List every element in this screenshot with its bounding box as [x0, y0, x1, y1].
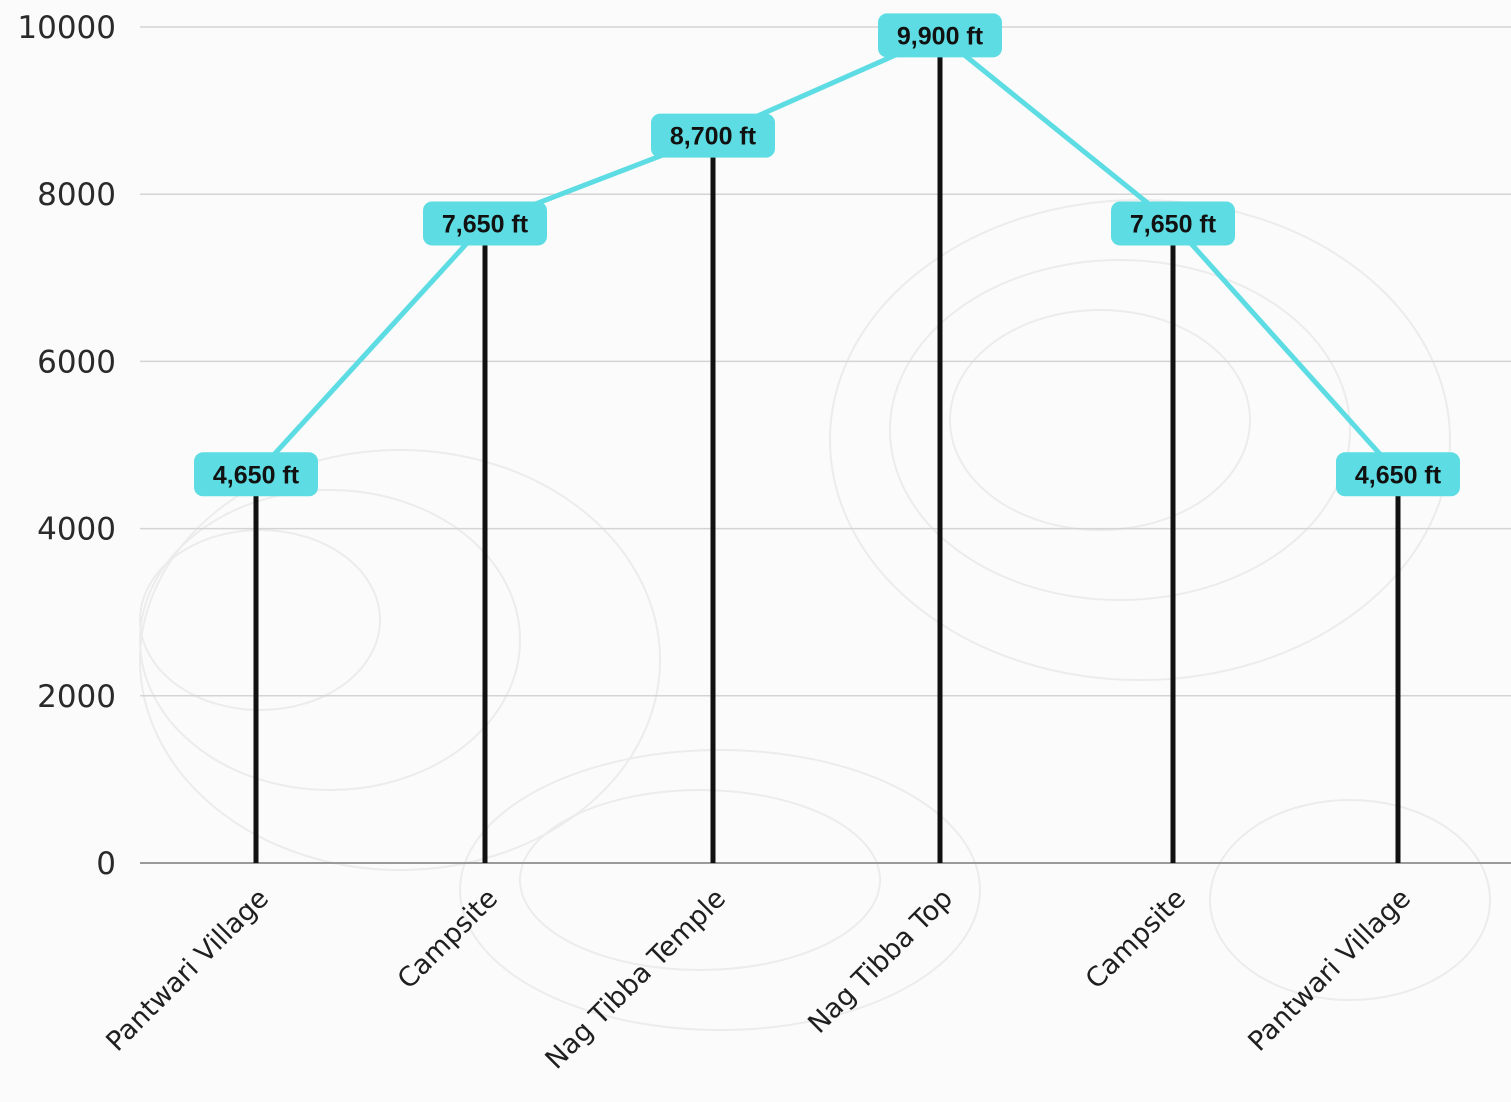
data-label: 7,650 ft: [1111, 201, 1235, 246]
data-label: 4,650 ft: [194, 452, 318, 497]
stems: [253, 35, 1401, 863]
data-label: 8,700 ft: [651, 113, 775, 158]
x-axis-ticks: Pantwari Village Campsite Nag Tibba Temple…: [100, 883, 1417, 1075]
data-label: 7,650 ft: [423, 201, 547, 246]
data-label-text: 4,650 ft: [213, 461, 300, 489]
topographic-background: [139, 199, 1491, 1031]
data-label-badge: [194, 452, 318, 497]
data-label-text: 7,650 ft: [442, 210, 529, 238]
y-tick-label: 8000: [37, 177, 116, 213]
contour-line: [139, 529, 381, 711]
y-axis-ticks: 0 2000 4000 6000 8000 10000: [17, 10, 116, 882]
y-tick-label: 10000: [17, 10, 116, 46]
data-label-text: 4,650 ft: [1355, 461, 1442, 489]
data-label: 4,650 ft: [1336, 452, 1460, 497]
data-label-badge: [878, 13, 1002, 58]
y-tick-label: 0: [96, 846, 116, 882]
x-tick-label: Nag Tibba Temple: [540, 883, 732, 1075]
x-tick-label: Campsite: [392, 883, 504, 995]
contour-line: [459, 749, 981, 1031]
contour-line: [519, 789, 881, 971]
contour-line: [949, 309, 1251, 531]
x-tick-label: Nag Tibba Top: [802, 883, 959, 1040]
y-tick-label: 6000: [37, 344, 116, 380]
contour-line: [139, 489, 521, 791]
y-tick-label: 2000: [37, 679, 116, 715]
y-tick-label: 4000: [37, 512, 116, 548]
grid-lines: [140, 26, 1511, 864]
x-tick-label: Campsite: [1080, 883, 1192, 995]
data-label: 9,900 ft: [878, 13, 1002, 58]
data-label-text: 9,900 ft: [897, 22, 984, 50]
series-line-group: [254, 32, 1400, 476]
data-labels: 4,650 ft 7,650 ft 8,700 ft 9,900 ft 7,650 ft…: [194, 13, 1460, 497]
data-label-text: 7,650 ft: [1130, 210, 1217, 238]
contour-line: [829, 199, 1451, 681]
series-line: [254, 32, 1400, 476]
contour-line: [889, 259, 1351, 601]
data-label-badge: [1336, 452, 1460, 497]
data-label-badge: [1111, 201, 1235, 246]
contour-line: [1209, 799, 1491, 1001]
data-label-text: 8,700 ft: [670, 123, 757, 151]
x-tick-label: Pantwari Village: [1242, 883, 1417, 1058]
data-label-badge: [651, 113, 775, 158]
x-tick-label: Pantwari Village: [100, 883, 275, 1058]
contour-line: [139, 449, 661, 871]
data-label-badge: [423, 201, 547, 246]
